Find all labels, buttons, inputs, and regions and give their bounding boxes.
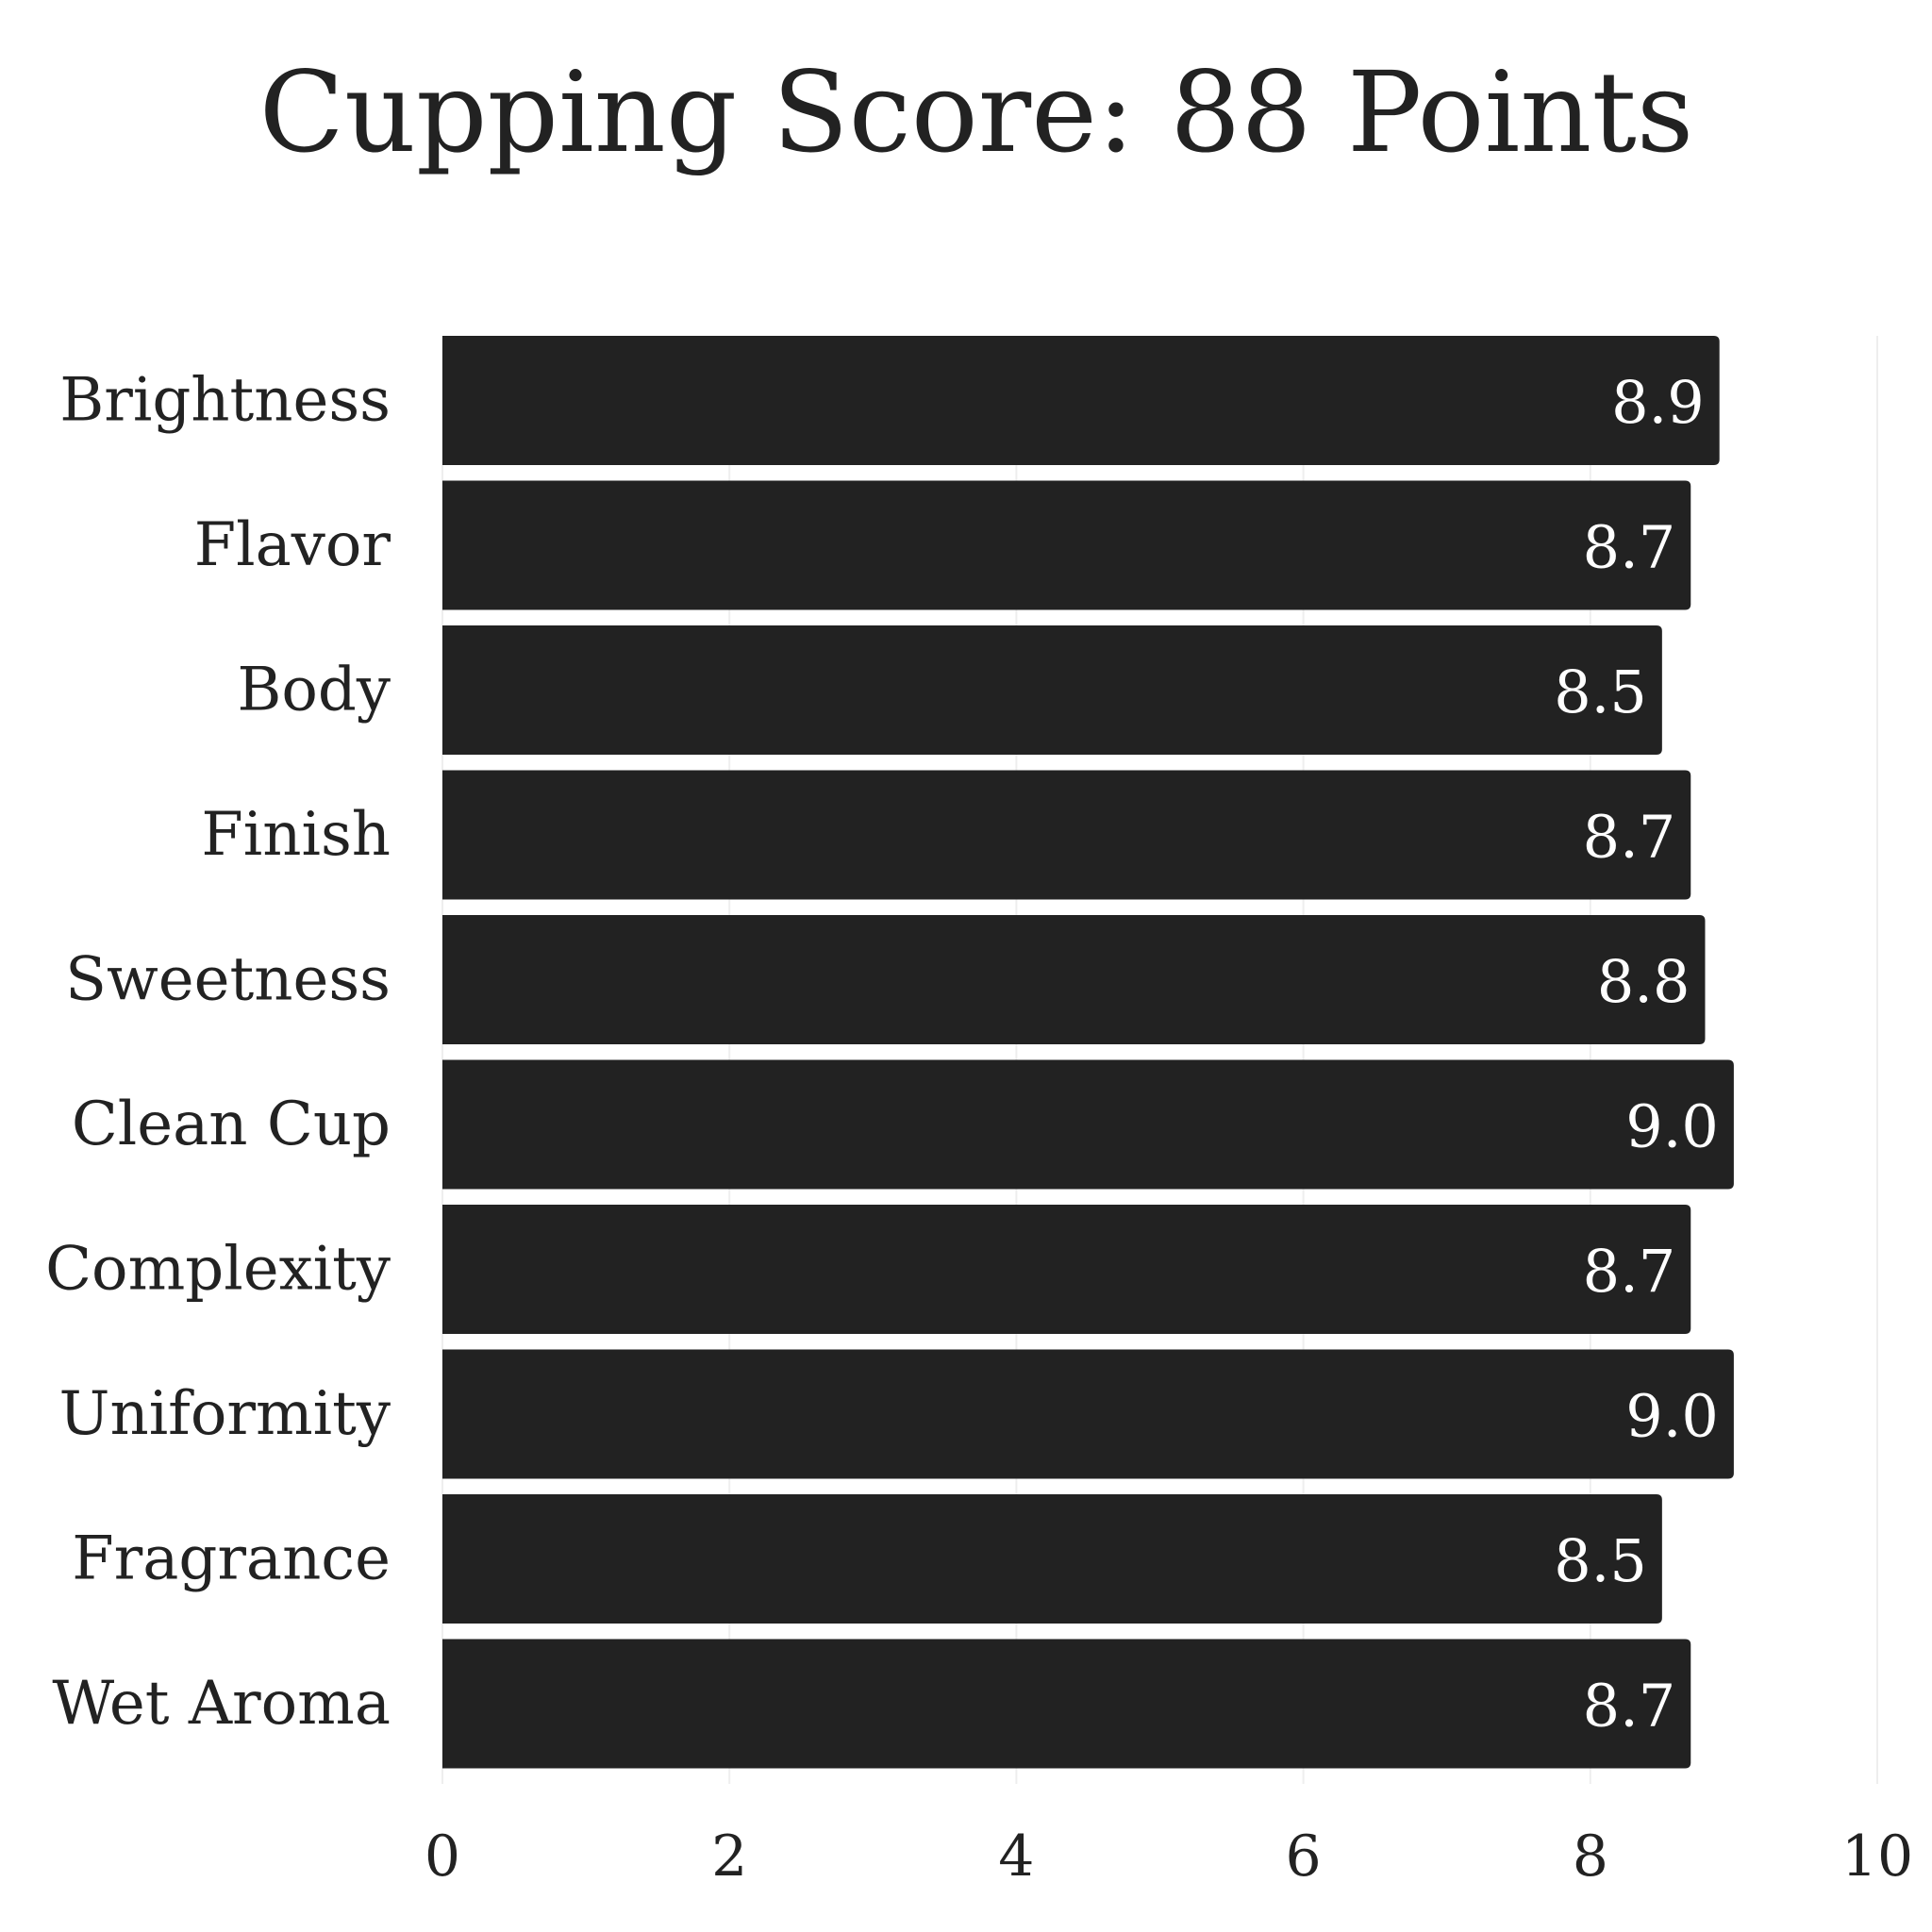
x-tick-label-2: 2 bbox=[711, 1824, 747, 1890]
value-labels: 8.9 8.7 8.5 8.7 8.8 9.0 8.7 9.0 8.5 8.7 bbox=[1554, 368, 1719, 1740]
category-label-clean-cup: Clean Cup bbox=[72, 1090, 391, 1159]
category-label-wet-aroma: Wet Aroma bbox=[52, 1669, 391, 1739]
chart-title: Cupping Score: 88 Points bbox=[259, 47, 1694, 177]
value-label-fragrance: 8.5 bbox=[1554, 1526, 1647, 1595]
bar-uniformity bbox=[442, 1349, 1734, 1479]
bar-flavor bbox=[442, 480, 1691, 610]
bar-finish bbox=[442, 770, 1691, 900]
category-label-brightness: Brightness bbox=[59, 366, 391, 436]
category-label-flavor: Flavor bbox=[194, 510, 391, 580]
bar-clean-cup bbox=[442, 1059, 1734, 1190]
bar-sweetness bbox=[442, 915, 1706, 1044]
category-label-finish: Finish bbox=[201, 800, 391, 870]
bar-wet-aroma bbox=[442, 1639, 1691, 1769]
value-label-sweetness: 8.8 bbox=[1597, 947, 1690, 1016]
value-label-complexity: 8.7 bbox=[1583, 1237, 1676, 1306]
category-label-uniformity: Uniformity bbox=[59, 1379, 391, 1449]
bar-fragrance bbox=[442, 1494, 1662, 1624]
value-label-flavor: 8.7 bbox=[1583, 513, 1676, 582]
x-tick-label-0: 0 bbox=[425, 1824, 460, 1890]
value-label-uniformity: 9.0 bbox=[1625, 1382, 1719, 1451]
category-label-fragrance: Fragrance bbox=[72, 1524, 391, 1594]
value-label-brightness: 8.9 bbox=[1611, 368, 1705, 437]
value-label-clean-cup: 9.0 bbox=[1625, 1092, 1719, 1161]
value-label-finish: 8.7 bbox=[1583, 803, 1676, 872]
category-labels: Brightness Flavor Body Finish Sweetness Clean… bbox=[45, 366, 391, 1740]
x-tick-label-6: 6 bbox=[1286, 1824, 1322, 1890]
category-label-sweetness: Sweetness bbox=[65, 945, 391, 1015]
x-tick-label-4: 4 bbox=[998, 1824, 1034, 1890]
category-label-complexity: Complexity bbox=[45, 1235, 391, 1305]
value-label-wet-aroma: 8.7 bbox=[1583, 1672, 1676, 1740]
bars bbox=[442, 336, 1734, 1769]
value-label-body: 8.5 bbox=[1554, 658, 1647, 726]
bar-body bbox=[442, 625, 1662, 755]
category-label-body: Body bbox=[237, 656, 391, 725]
x-axis-ticks: 0 2 4 6 8 10 bbox=[425, 1824, 1913, 1890]
x-tick-label-8: 8 bbox=[1573, 1824, 1608, 1890]
bar-complexity bbox=[442, 1205, 1691, 1334]
bar-brightness bbox=[442, 336, 1720, 465]
x-tick-label-10: 10 bbox=[1841, 1824, 1913, 1890]
